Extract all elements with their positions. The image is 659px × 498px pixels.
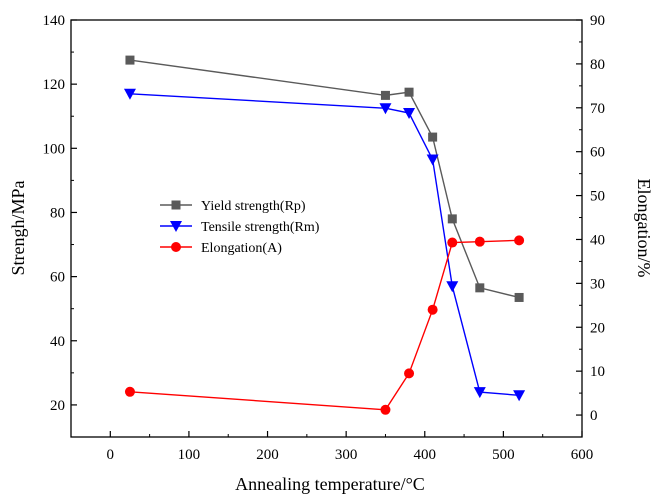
x-tick-label: 500 [492,447,515,463]
y-right-tick-label: 30 [590,276,605,292]
plot-frame [70,19,583,438]
y-right-tick-label: 90 [590,13,605,29]
axis-ticks [70,19,583,438]
x-tick-label: 0 [107,447,115,463]
legend-item: Yield strength(Rp) [160,199,306,214]
data-point [379,103,392,115]
y-right-tick-label: 50 [590,189,605,205]
data-point [475,283,485,293]
y-right-tick-label: 40 [590,232,605,248]
data-point [428,132,438,142]
y-left-tick-label: 60 [50,270,65,286]
y-right-tick-label: 70 [590,101,605,117]
series-line [129,59,520,299]
y-axis-left-title: Strengh/MPa [8,180,28,275]
x-tick-label: 600 [571,447,594,463]
series-yield-strength-rp [125,55,524,302]
series-elongation-a [124,235,525,415]
legend-label: Elongation(A) [201,241,282,256]
series-group [123,55,526,415]
x-tick-label: 200 [256,447,279,463]
data-point [380,404,391,415]
data-point [474,236,485,247]
y-right-tick-label: 20 [590,320,605,336]
y-left-tick-label: 20 [50,398,65,414]
y-right-tick-label: 0 [590,408,598,424]
data-point [514,235,525,246]
data-point [514,292,524,302]
legend-item: Elongation(A) [160,241,282,256]
y-right-tick-label: 80 [590,57,605,73]
data-point [426,154,439,166]
series-tensile-strength-rm [123,88,526,402]
data-point [404,368,415,379]
legend-label: Yield strength(Rp) [201,199,306,214]
data-point [446,281,459,293]
data-point [447,214,457,224]
axis-tick-labels: 0 100 200 300 400 500 600 20 40 60 80 100 120 140 0 10 2… [43,13,606,463]
legend-label: Tensile strength(Rm) [201,220,320,235]
data-point [513,390,526,402]
x-axis-title: Annealing temperature/°C [235,474,425,494]
y-left-tick-label: 140 [43,13,66,29]
data-point [123,88,136,100]
x-tick-label: 100 [178,447,201,463]
y-right-tick-label: 60 [590,145,605,161]
data-point [124,386,135,397]
data-point [473,387,486,399]
y-right-tick-label: 10 [590,364,605,380]
x-tick-label: 300 [335,447,358,463]
legend-marker [170,221,182,232]
legend-marker [171,200,181,210]
y-left-tick-label: 40 [50,334,65,350]
data-point [403,108,416,120]
legend: Yield strength(Rp) Tensile strength(Rm) El… [160,199,320,256]
series-line [129,93,520,396]
legend-marker [171,242,181,252]
series-line [129,239,520,411]
data-point [404,87,414,97]
data-point [380,90,390,100]
data-point [447,237,458,248]
y-axis-right-title: Elongation/% [634,179,654,278]
x-tick-label: 400 [414,447,437,463]
data-point [125,55,135,65]
legend-item: Tensile strength(Rm) [160,220,320,235]
data-point [427,304,438,315]
plot-area-border [70,19,583,438]
y-left-tick-label: 100 [43,141,66,157]
y-left-tick-label: 80 [50,205,65,221]
y-left-tick-label: 120 [43,77,66,93]
